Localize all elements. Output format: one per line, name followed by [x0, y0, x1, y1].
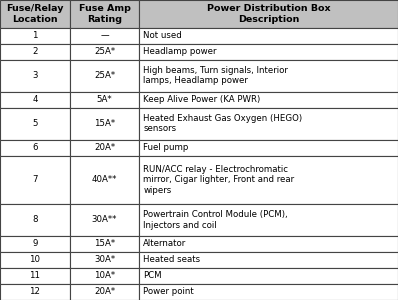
Text: Fuse/Relay
Location: Fuse/Relay Location	[6, 4, 64, 24]
Bar	[139, 60, 398, 92]
Bar	[0, 156, 70, 204]
Bar	[139, 28, 398, 43]
Bar	[70, 108, 139, 140]
Bar	[139, 204, 398, 236]
Text: —: —	[100, 31, 109, 40]
Text: 4: 4	[32, 95, 37, 104]
Text: Power point: Power point	[143, 287, 194, 296]
Text: 5: 5	[32, 119, 37, 128]
Text: PCM: PCM	[143, 272, 162, 280]
Text: 30A*: 30A*	[94, 255, 115, 264]
Text: 6: 6	[32, 143, 37, 152]
Text: 15A*: 15A*	[94, 119, 115, 128]
Bar	[0, 92, 70, 108]
Text: 11: 11	[29, 272, 40, 280]
Bar	[0, 284, 70, 300]
Bar	[0, 252, 70, 268]
Bar	[139, 156, 398, 204]
Bar	[139, 284, 398, 300]
Text: 10: 10	[29, 255, 40, 264]
Bar	[70, 156, 139, 204]
Text: 20A*: 20A*	[94, 287, 115, 296]
Bar	[70, 204, 139, 236]
Bar	[70, 44, 139, 60]
Bar	[0, 60, 70, 92]
Text: 7: 7	[32, 175, 37, 184]
Bar	[0, 204, 70, 236]
Bar	[0, 44, 70, 60]
Bar	[0, 268, 70, 284]
Bar	[0, 140, 70, 156]
Bar	[139, 236, 398, 252]
Bar	[139, 0, 398, 28]
Text: 1: 1	[32, 31, 37, 40]
Bar	[70, 0, 139, 28]
Bar	[0, 28, 70, 43]
Text: 10A*: 10A*	[94, 272, 115, 280]
Text: 40A**: 40A**	[92, 175, 117, 184]
Text: 30A**: 30A**	[92, 215, 117, 224]
Text: 2: 2	[32, 47, 37, 56]
Text: Powertrain Control Module (PCM),
Injectors and coil: Powertrain Control Module (PCM), Injecto…	[143, 210, 288, 230]
Text: Keep Alive Power (KA PWR): Keep Alive Power (KA PWR)	[143, 95, 261, 104]
Bar	[70, 284, 139, 300]
Text: 8: 8	[32, 215, 37, 224]
Text: 9: 9	[32, 239, 37, 248]
Bar	[70, 252, 139, 268]
Text: Power Distribution Box
Description: Power Distribution Box Description	[207, 4, 330, 24]
Text: Not used: Not used	[143, 31, 182, 40]
Bar	[70, 236, 139, 252]
Bar	[70, 28, 139, 43]
Bar	[139, 140, 398, 156]
Bar	[70, 140, 139, 156]
Text: 12: 12	[29, 287, 40, 296]
Bar	[0, 0, 70, 28]
Text: 5A*: 5A*	[97, 95, 112, 104]
Bar	[139, 92, 398, 108]
Text: Fuel pump: Fuel pump	[143, 143, 189, 152]
Text: Alternator: Alternator	[143, 239, 187, 248]
Bar	[139, 268, 398, 284]
Text: Heated Exhaust Gas Oxygen (HEGO)
sensors: Heated Exhaust Gas Oxygen (HEGO) sensors	[143, 114, 302, 134]
Text: Headlamp power: Headlamp power	[143, 47, 217, 56]
Bar	[0, 108, 70, 140]
Bar	[0, 236, 70, 252]
Text: 25A*: 25A*	[94, 71, 115, 80]
Text: Fuse Amp
Rating: Fuse Amp Rating	[78, 4, 131, 24]
Text: 25A*: 25A*	[94, 47, 115, 56]
Text: 20A*: 20A*	[94, 143, 115, 152]
Bar	[139, 108, 398, 140]
Text: Heated seats: Heated seats	[143, 255, 201, 264]
Text: High beams, Turn signals, Interior
lamps, Headlamp power: High beams, Turn signals, Interior lamps…	[143, 66, 288, 86]
Text: 15A*: 15A*	[94, 239, 115, 248]
Bar	[70, 92, 139, 108]
Bar	[70, 60, 139, 92]
Text: RUN/ACC relay - Electrochromatic
mirror, Cigar lighter, Front and rear
wipers: RUN/ACC relay - Electrochromatic mirror,…	[143, 165, 295, 195]
Text: 3: 3	[32, 71, 37, 80]
Bar	[70, 268, 139, 284]
Bar	[139, 44, 398, 60]
Bar	[139, 252, 398, 268]
